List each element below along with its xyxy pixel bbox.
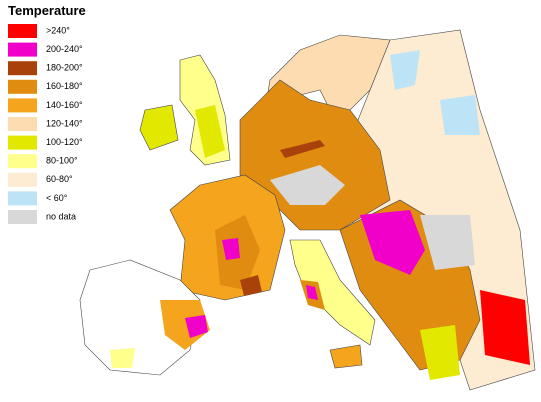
region-italy-magenta [306, 285, 318, 300]
legend-label: 200-240° [46, 44, 83, 54]
legend-label: < 60° [46, 193, 68, 203]
legend-label: 80-100° [46, 156, 78, 166]
region-britain-yellow [195, 105, 225, 158]
legend: Temperature >240° 200-240° 180-200° 160-180… [8, 3, 86, 224]
legend-label: 180-200° [46, 63, 83, 73]
legend-label: 160-180° [46, 81, 83, 91]
region-iberia [79, 259, 201, 376]
region-sicily [329, 344, 363, 369]
legend-swatch [8, 172, 37, 187]
legend-swatch [8, 117, 37, 131]
legend-label: 140-160° [46, 100, 83, 110]
legend-title: Temperature [8, 3, 86, 18]
region-baltic-blue [440, 95, 480, 135]
region-nodata-east [420, 215, 475, 270]
region-iberia-magenta [185, 315, 208, 338]
map-shapes [79, 29, 536, 391]
region-finland-blue [390, 50, 420, 90]
region-iberia-yellow [110, 348, 135, 368]
legend-swatch [8, 61, 37, 76]
region-italy [289, 239, 376, 346]
legend-swatch [8, 191, 37, 206]
legend-swatch [8, 42, 37, 57]
legend-label: >240° [46, 25, 70, 35]
region-brown-de [280, 140, 325, 158]
legend-swatch [8, 135, 37, 150]
legend-label: 100-120° [46, 137, 83, 147]
region-alps-red [240, 275, 262, 296]
region-hungary-magenta [360, 210, 425, 275]
legend-swatch [8, 210, 37, 224]
region-france-magenta [222, 238, 240, 260]
region-iberia-orange [160, 300, 210, 350]
legend-label: 120-140° [46, 118, 83, 128]
legend-swatch [8, 24, 37, 38]
legend-label: 60-80° [46, 174, 73, 184]
region-greece-yellow [420, 325, 460, 380]
legend-label: no data [46, 211, 76, 221]
legend-swatch [8, 98, 37, 113]
region-nodata-central [270, 165, 345, 205]
region-ireland [139, 104, 179, 151]
legend-swatch [8, 79, 37, 94]
legend-swatch [8, 154, 37, 169]
region-turkey-red [480, 290, 530, 365]
